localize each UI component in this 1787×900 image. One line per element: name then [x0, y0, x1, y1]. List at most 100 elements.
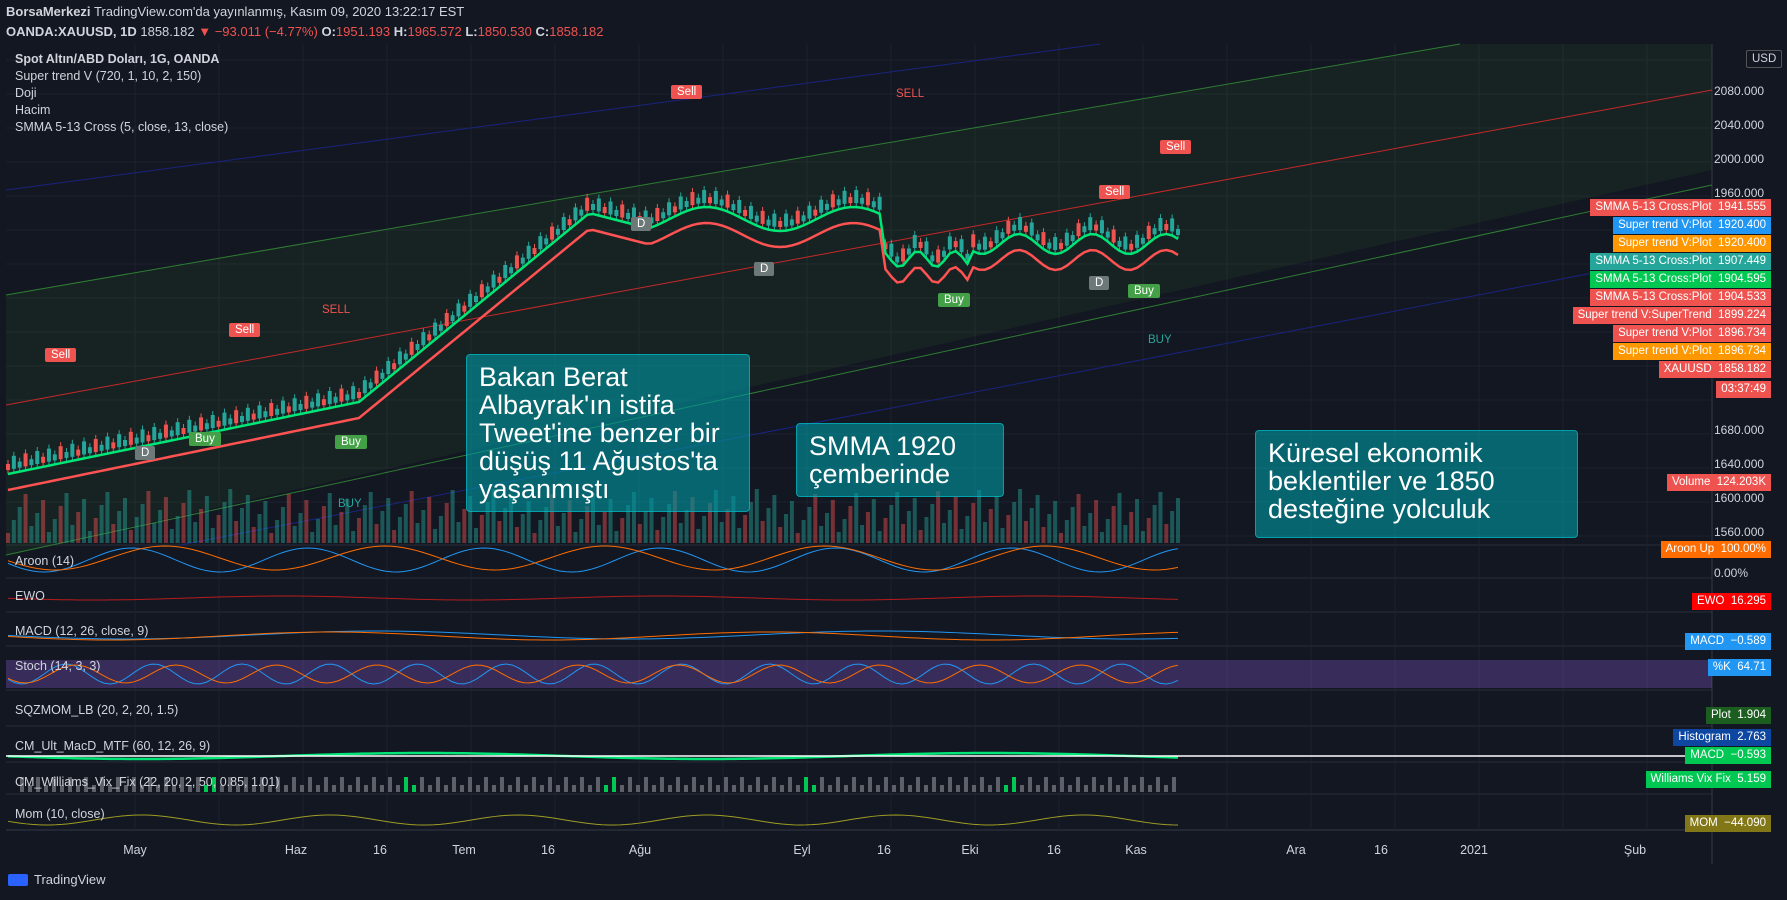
- vix-fix-bar: [508, 785, 512, 792]
- candle-body: [906, 248, 911, 255]
- vix-fix-bar: [980, 777, 984, 792]
- candle-body: [871, 201, 876, 208]
- volume-bar: [877, 531, 882, 543]
- candle-body: [93, 439, 98, 452]
- volume-bar: [947, 510, 952, 543]
- vix-fix-bar: [244, 777, 248, 792]
- volume-bar: [327, 493, 332, 543]
- candle-body: [579, 209, 584, 216]
- volume-bar: [713, 490, 718, 543]
- volume-bar: [427, 497, 432, 543]
- candle-body: [649, 217, 654, 224]
- volume-bar: [555, 526, 560, 543]
- volume-bar: [1088, 513, 1093, 543]
- vix-fix-bar: [172, 785, 176, 792]
- legend-volume[interactable]: Hacim: [15, 103, 51, 117]
- volume-bar: [795, 533, 800, 543]
- candle-body: [1164, 224, 1169, 231]
- vix-fix-bar: [836, 777, 840, 792]
- currency-button[interactable]: USD: [1746, 50, 1783, 68]
- volume-bar: [936, 491, 941, 543]
- candle-body: [29, 459, 34, 466]
- candle-body: [386, 361, 391, 374]
- candle-body: [82, 441, 87, 455]
- pane-stoch-label[interactable]: Stoch (14, 3, 3): [15, 659, 101, 673]
- annotation-smma[interactable]: SMMA 1920 çemberinde: [796, 423, 1004, 497]
- indicator-tag: MACD −0.593: [1685, 747, 1771, 764]
- volume-bar: [696, 529, 701, 543]
- pane-sqzmom-label[interactable]: SQZMOM_LB (20, 2, 20, 1.5): [15, 703, 179, 717]
- time-axis-label: 2021: [1460, 843, 1488, 857]
- volume-bar: [971, 503, 976, 543]
- vix-fix-bar: [700, 785, 704, 792]
- high-label: H:: [393, 24, 408, 39]
- volume-bar: [497, 521, 502, 543]
- annotation-albayrak[interactable]: Bakan Berat Albayrak'ın istifa Tweet'ine…: [466, 354, 750, 512]
- volume-bar: [503, 508, 508, 543]
- volume-bar: [1117, 493, 1122, 543]
- volume-bar: [245, 495, 250, 543]
- candle-body: [450, 315, 455, 322]
- legend-title[interactable]: Spot Altın/ABD Doları, 1G, OANDA: [15, 52, 220, 66]
- pane-ewo-label[interactable]: EWO: [15, 589, 45, 603]
- candle-body: [216, 420, 221, 427]
- pane-cmmacd-label[interactable]: CM_Ult_MacD_MTF (60, 12, 26, 9): [15, 739, 211, 753]
- candle-body: [667, 202, 672, 216]
- candle-body: [175, 422, 180, 436]
- candle-body: [620, 204, 625, 218]
- volume-bar: [193, 522, 198, 543]
- pane-macd-label[interactable]: MACD (12, 26, close, 9): [15, 624, 149, 638]
- volume-bar: [567, 500, 572, 543]
- vix-fix-bar: [116, 777, 120, 792]
- candle-body: [234, 410, 239, 424]
- candle-body: [702, 190, 707, 204]
- tradingview-logo[interactable]: TradingView: [8, 872, 106, 887]
- vix-fix-bar: [588, 785, 592, 792]
- vix-fix-bar: [1004, 785, 1008, 792]
- volume-bar: [286, 494, 291, 543]
- legend-supertrend[interactable]: Super trend V (720, 1, 10, 2, 150): [15, 69, 202, 83]
- indicator-tag: MOM −44.090: [1684, 815, 1771, 832]
- volume-bar: [58, 506, 63, 543]
- volume-bar: [1012, 502, 1017, 543]
- legend-doji[interactable]: Doji: [15, 86, 37, 100]
- candle-body: [784, 213, 789, 227]
- volume-bar: [1082, 526, 1087, 543]
- vix-fix-bar: [852, 777, 856, 792]
- pane-mom-label[interactable]: Mom (10, close): [15, 807, 105, 821]
- vix-fix-bar: [740, 777, 744, 792]
- volume-bar: [813, 494, 818, 543]
- volume-bar: [1070, 507, 1075, 543]
- candle-body: [1088, 217, 1093, 231]
- vix-fix-bar: [636, 785, 640, 792]
- volume-bar: [602, 512, 607, 543]
- volume-bar: [1053, 501, 1058, 543]
- pane-vixfix-label[interactable]: CM_Williams_Vix_Fix (22, 20, 2, 50, 0.85…: [15, 775, 280, 789]
- volume-bar: [357, 518, 361, 543]
- volume-bar: [620, 518, 625, 543]
- vix-fix-bar: [540, 785, 544, 792]
- candle-body: [433, 322, 438, 336]
- volume-bar: [450, 490, 455, 543]
- annotation-global[interactable]: Küresel ekonomik beklentiler ve 1850 des…: [1255, 430, 1578, 538]
- candle-body: [544, 238, 549, 245]
- volume-bar: [977, 490, 982, 543]
- vix-fix-bar: [276, 777, 280, 792]
- volume-bar: [854, 493, 859, 543]
- legend-smma[interactable]: SMMA 5-13 Cross (5, close, 13, close): [15, 120, 229, 134]
- volume-bar: [409, 491, 414, 543]
- vix-fix-bar: [812, 785, 816, 792]
- candle-body: [397, 351, 402, 365]
- candle-body: [128, 431, 133, 445]
- volume-bar: [930, 504, 935, 543]
- candle-body: [456, 303, 461, 317]
- close-label: C:: [535, 24, 550, 39]
- candle-body: [713, 190, 718, 204]
- candle-body: [889, 243, 894, 257]
- vix-fix-bar: [412, 785, 416, 792]
- candle-body: [87, 447, 92, 454]
- pane-aroon-label[interactable]: Aroon (14): [15, 554, 75, 568]
- candle-body: [187, 419, 192, 433]
- publisher[interactable]: BorsaMerkezi: [6, 4, 91, 19]
- vix-fix-bar: [1068, 785, 1072, 792]
